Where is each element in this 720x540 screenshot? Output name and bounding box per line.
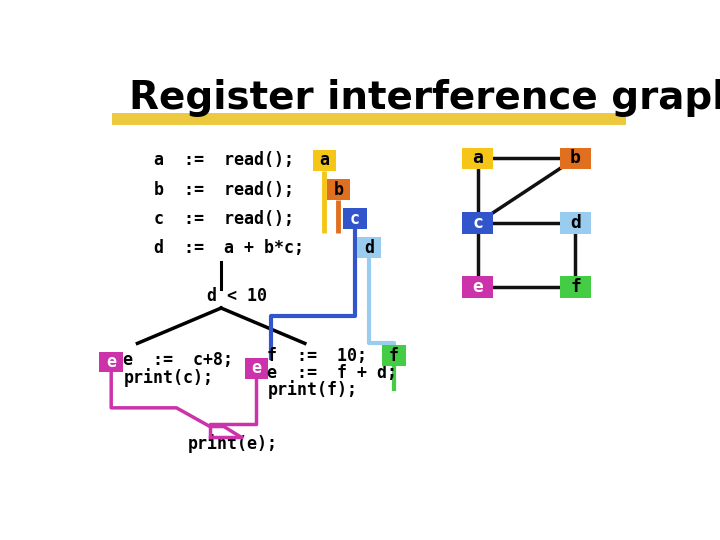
Text: e  :=  f + d;: e := f + d; — [267, 364, 397, 382]
Bar — [357, 238, 381, 258]
Text: d  :=  a + b*c;: d := a + b*c; — [154, 239, 304, 256]
Text: e: e — [251, 359, 261, 377]
Text: f  :=  10;: f := 10; — [267, 347, 367, 365]
Bar — [112, 113, 626, 125]
Bar — [312, 150, 336, 171]
Text: c: c — [350, 210, 360, 228]
Bar — [462, 276, 493, 298]
Text: c  :=  read();: c := read(); — [154, 210, 294, 228]
Text: f: f — [389, 347, 399, 365]
Text: b: b — [333, 180, 343, 199]
Bar — [462, 147, 493, 169]
Text: b: b — [570, 150, 581, 167]
Bar — [560, 147, 591, 169]
Text: c: c — [472, 214, 483, 232]
Text: Register interference graph: Register interference graph — [129, 79, 720, 117]
Bar — [99, 352, 123, 373]
Text: e: e — [472, 278, 483, 296]
Text: print(c);: print(c); — [124, 368, 213, 387]
Text: e: e — [107, 353, 116, 371]
Bar — [462, 212, 493, 234]
Text: d: d — [364, 239, 374, 256]
Text: a: a — [320, 151, 329, 170]
Text: a  :=  read();: a := read(); — [154, 151, 294, 170]
Bar — [343, 208, 366, 229]
Text: print(f);: print(f); — [267, 381, 357, 400]
Bar — [560, 212, 591, 234]
Text: print(e);: print(e); — [188, 434, 278, 453]
Text: d: d — [570, 214, 581, 232]
Text: e  :=  c+8;: e := c+8; — [124, 351, 233, 369]
Text: f: f — [570, 278, 581, 296]
Bar — [382, 346, 406, 366]
Text: b  :=  read();: b := read(); — [154, 180, 294, 199]
Bar — [560, 276, 591, 298]
Text: a: a — [472, 150, 483, 167]
Bar — [245, 358, 268, 379]
Bar — [327, 179, 350, 200]
Text: d < 10: d < 10 — [207, 287, 267, 305]
